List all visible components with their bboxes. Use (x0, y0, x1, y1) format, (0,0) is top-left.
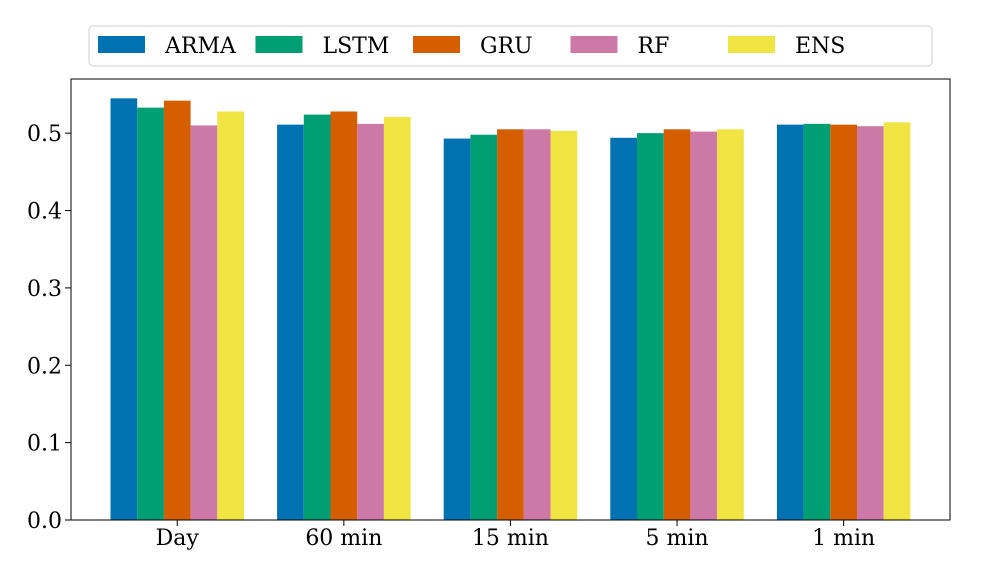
y-tick-label: 0.2 (27, 354, 62, 379)
bar-lstm-0 (137, 107, 164, 520)
bar-arma-2 (443, 138, 471, 521)
bar-arma-4 (776, 124, 804, 520)
x-tick-label: 15 min (472, 526, 549, 551)
bar-lstm-4 (803, 123, 831, 520)
legend: ARMA LSTM GRU RF ENS (88, 25, 933, 67)
bar-ens-0 (217, 111, 244, 520)
legend-label-ens: ENS (795, 34, 845, 59)
legend-label-lstm: LSTM (323, 34, 390, 59)
bar-lstm-3 (637, 133, 664, 520)
x-tick-label: 5 min (646, 526, 709, 551)
y-tick-label: 0.3 (27, 277, 62, 302)
y-tick-label: 0.4 (27, 200, 62, 225)
legend-swatch-gru (413, 36, 460, 53)
legend-swatch-arma (98, 36, 145, 53)
bar-lstm-1 (303, 114, 331, 520)
bar-gru-2 (497, 129, 524, 520)
bar-arma-0 (110, 98, 138, 520)
bars (110, 98, 911, 521)
bar-arma-3 (610, 137, 637, 521)
bar-gru-1 (330, 111, 358, 520)
bar-rf-2 (523, 129, 551, 520)
x-tick-label: 60 min (305, 526, 382, 551)
x-tick-label: 1 min (812, 526, 875, 551)
bar-ens-4 (883, 122, 911, 520)
legend-swatch-rf (570, 36, 618, 53)
bar-ens-3 (717, 129, 744, 520)
legend-label-rf: RF (638, 34, 670, 59)
bar-arma-1 (277, 124, 304, 520)
legend-label-arma: ARMA (164, 34, 237, 59)
legend-label-gru: GRU (480, 34, 533, 59)
bar-gru-4 (830, 124, 857, 520)
y-tick-label: 0.1 (27, 432, 62, 457)
legend-swatch-lstm (255, 36, 303, 53)
x-tick-label: Day (156, 526, 200, 551)
bar-rf-4 (857, 126, 884, 521)
y-tick-label: 0.5 (27, 122, 62, 147)
bar-lstm-2 (470, 134, 498, 520)
bar-ens-2 (550, 130, 578, 520)
bar-rf-1 (357, 123, 384, 520)
y-tick-label: 0.0 (27, 509, 62, 534)
bar-gru-3 (663, 129, 691, 520)
bar-rf-0 (190, 125, 218, 520)
axes: 0.0 0.1 0.2 0.3 0.4 0.5 Day 60 min 15 min 5 min 1 … (27, 78, 951, 551)
bar-gru-0 (163, 100, 191, 521)
legend-swatch-ens (728, 36, 775, 53)
bar-ens-1 (383, 116, 411, 521)
bar-rf-3 (690, 131, 718, 520)
